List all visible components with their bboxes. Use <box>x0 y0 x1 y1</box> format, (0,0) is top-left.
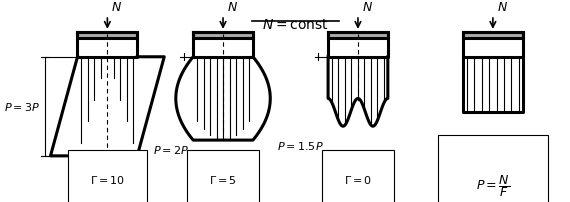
Text: $N$: $N$ <box>227 1 238 14</box>
Polygon shape <box>328 33 388 39</box>
Text: $P{=}3P$: $P{=}3P$ <box>4 101 40 113</box>
Text: $P = \dfrac{N}{F}$: $P = \dfrac{N}{F}$ <box>476 173 510 198</box>
Text: $\Gamma{=}0$: $\Gamma{=}0$ <box>344 173 372 185</box>
Text: $N$: $N$ <box>111 1 122 14</box>
Text: $N$: $N$ <box>362 1 373 14</box>
Text: $N = \mathrm{const}$: $N = \mathrm{const}$ <box>262 18 329 32</box>
Text: $P{=}2P$: $P{=}2P$ <box>153 144 189 156</box>
Polygon shape <box>193 33 253 39</box>
Polygon shape <box>463 33 523 39</box>
Polygon shape <box>78 33 137 39</box>
Text: $P{=}1.5P$: $P{=}1.5P$ <box>278 139 324 151</box>
Text: $\Gamma{=}5$: $\Gamma{=}5$ <box>209 173 237 185</box>
Text: $\Gamma{=}10$: $\Gamma{=}10$ <box>89 173 125 185</box>
Text: $N$: $N$ <box>496 1 508 14</box>
